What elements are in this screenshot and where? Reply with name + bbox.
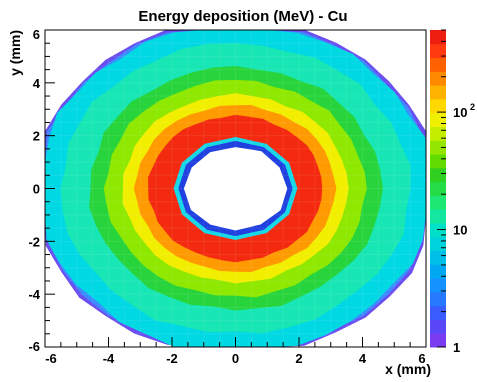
axis-tick-labels: -6 -4 -2 0 2 4 6 -6 -4 -2 0 2 4 6 [28, 27, 425, 366]
colorbar-swatch [430, 319, 446, 334]
colorbar-swatch [430, 195, 446, 210]
colorbar-swatch [430, 30, 446, 45]
x-tick-label: 2 [295, 351, 302, 366]
colorbar-tick-label: 1 [453, 340, 460, 355]
axis-ticks [44, 29, 427, 348]
colorbar-swatch [430, 112, 446, 127]
y-tick-label: 6 [33, 27, 40, 42]
x-tick-label: -6 [45, 351, 57, 366]
color-scale-bar [430, 29, 446, 348]
colorbar-tick-exponent: 2 [470, 102, 475, 112]
y-tick-label: -4 [28, 287, 40, 302]
colorbar-swatch [430, 209, 446, 224]
colorbar-swatch [430, 222, 446, 238]
colorbar-swatch [430, 167, 446, 183]
x-tick-label: 0 [232, 351, 239, 366]
colorbar-swatch [430, 181, 446, 196]
colorbar-swatch [430, 250, 446, 265]
colorbar-swatch [430, 85, 446, 100]
center-hole [183, 147, 288, 231]
x-axis-label: x (mm) [385, 361, 431, 377]
x-tick-label: -4 [103, 351, 115, 366]
colorbar-swatch [430, 236, 446, 252]
x-tick-label: 4 [359, 351, 367, 366]
y-tick-label: 0 [33, 182, 40, 197]
colorbar-swatch [430, 98, 446, 114]
y-axis-label: y (mm) [7, 30, 23, 76]
y-tick-label: -6 [28, 339, 40, 354]
x-tick-label: -2 [166, 351, 178, 366]
chart-title: Energy deposition (MeV) - Cu [138, 8, 347, 25]
x-tick-label: 6 [418, 351, 425, 366]
colorbar-swatch [430, 333, 446, 348]
y-tick-label: -2 [28, 234, 40, 249]
colorbar-swatch [430, 305, 446, 320]
colorbar-swatch [430, 154, 446, 169]
colorbar-swatch [430, 291, 446, 307]
colorbar-swatch [430, 71, 446, 86]
colorbar-tick-label: 10 [453, 105, 467, 120]
y-tick-label: 2 [33, 129, 40, 144]
colorbar-swatch [430, 278, 446, 293]
colorbar-swatch [430, 264, 446, 279]
colorbar-swatch [430, 57, 446, 72]
colorbar-tick-label: 10 [453, 223, 467, 238]
plot-area [44, 29, 427, 348]
colorbar-swatch [430, 43, 446, 59]
y-tick-label: 4 [33, 76, 41, 91]
colorbar-swatch [430, 140, 446, 155]
